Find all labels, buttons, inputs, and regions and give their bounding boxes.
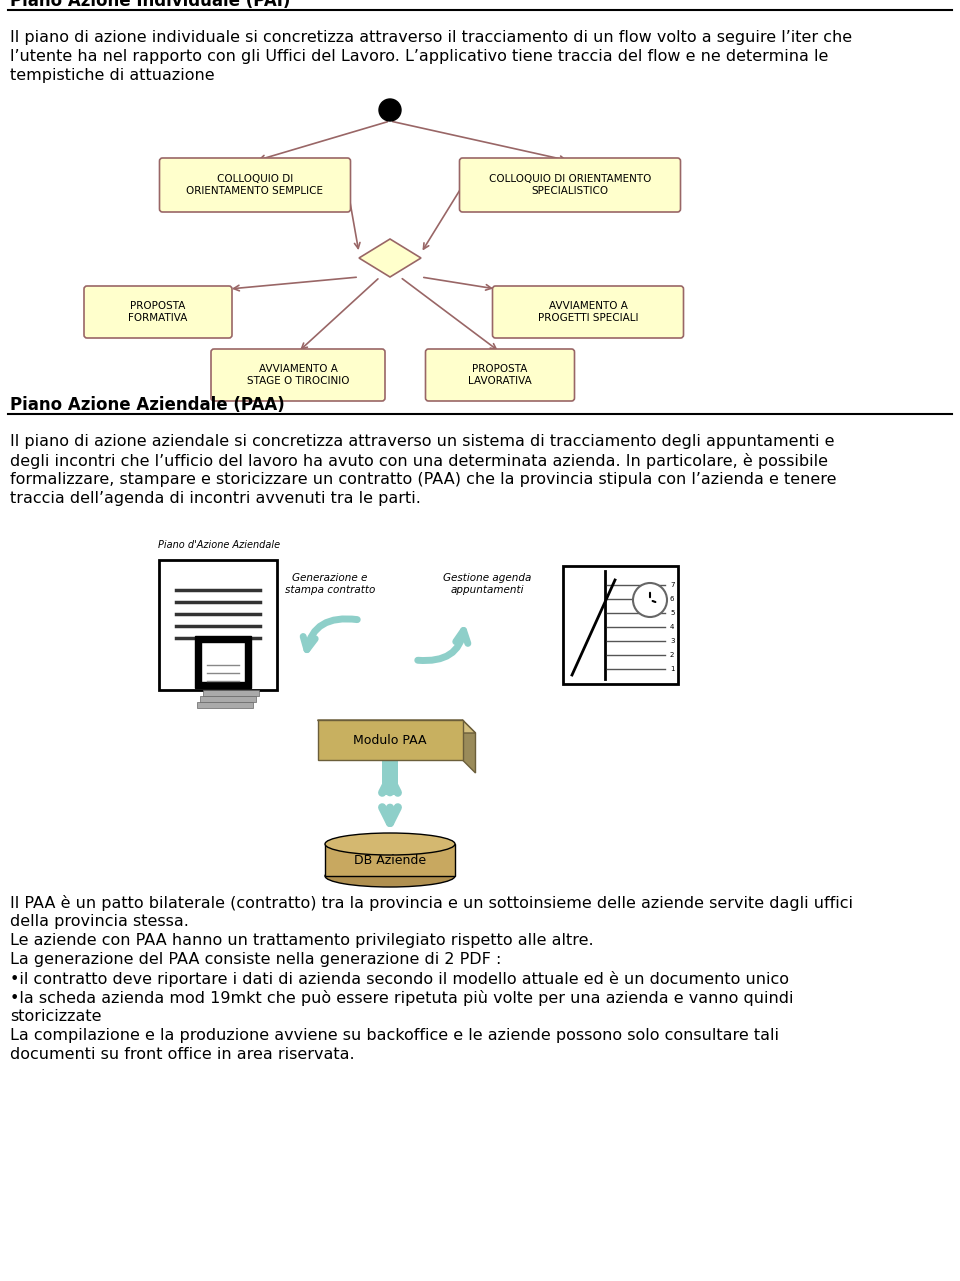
Text: •il contratto deve riportare i dati di azienda secondo il modello attuale ed è u: •il contratto deve riportare i dati di a… (10, 971, 789, 986)
Ellipse shape (325, 865, 455, 886)
Text: formalizzare, stampare e storicizzare un contratto (PAA) che la provincia stipul: formalizzare, stampare e storicizzare un… (10, 471, 836, 487)
FancyBboxPatch shape (382, 749, 398, 796)
Text: La generazione del PAA consiste nella generazione di 2 PDF :: La generazione del PAA consiste nella ge… (10, 952, 501, 967)
Text: PROPOSTA
FORMATIVA: PROPOSTA FORMATIVA (129, 301, 188, 323)
Text: degli incontri che l’ufficio del lavoro ha avuto con una determinata azienda. In: degli incontri che l’ufficio del lavoro … (10, 453, 828, 469)
Text: 2: 2 (670, 652, 674, 658)
Text: Il piano di azione aziendale si concretizza attraverso un sistema di tracciament: Il piano di azione aziendale si concreti… (10, 434, 834, 450)
FancyBboxPatch shape (563, 566, 678, 684)
FancyBboxPatch shape (195, 635, 251, 688)
Text: 6: 6 (670, 596, 675, 602)
Text: COLLOQUIO DI
ORIENTAMENTO SEMPLICE: COLLOQUIO DI ORIENTAMENTO SEMPLICE (186, 174, 324, 196)
Text: COLLOQUIO DI ORIENTAMENTO
SPECIALISTICO: COLLOQUIO DI ORIENTAMENTO SPECIALISTICO (489, 174, 651, 196)
FancyBboxPatch shape (492, 286, 684, 338)
FancyBboxPatch shape (325, 844, 455, 876)
FancyBboxPatch shape (318, 720, 463, 760)
FancyBboxPatch shape (211, 348, 385, 401)
Text: della provincia stessa.: della provincia stessa. (10, 915, 189, 929)
Text: DB Aziende: DB Aziende (354, 853, 426, 866)
FancyBboxPatch shape (200, 696, 256, 702)
Text: 4: 4 (670, 624, 674, 630)
Text: Piano d'Azione Aziendale: Piano d'Azione Aziendale (158, 541, 280, 550)
FancyBboxPatch shape (159, 158, 350, 211)
Circle shape (633, 583, 667, 617)
Text: 1: 1 (670, 666, 675, 673)
Text: PROPOSTA
LAVORATIVA: PROPOSTA LAVORATIVA (468, 364, 532, 386)
Text: Il PAA è un patto bilaterale (contratto) tra la provincia e un sottoinsieme dell: Il PAA è un patto bilaterale (contratto)… (10, 895, 853, 911)
Text: storicizzate: storicizzate (10, 1009, 102, 1024)
FancyBboxPatch shape (201, 642, 245, 681)
Text: AVVIAMENTO A
STAGE O TIROCINIO: AVVIAMENTO A STAGE O TIROCINIO (247, 364, 349, 386)
Text: documenti su front office in area riservata.: documenti su front office in area riserv… (10, 1047, 354, 1062)
Polygon shape (463, 720, 475, 772)
Text: Piano Azione Individuale (PAI): Piano Azione Individuale (PAI) (10, 0, 290, 10)
Text: AVVIAMENTO A
PROGETTI SPECIALI: AVVIAMENTO A PROGETTI SPECIALI (538, 301, 638, 323)
Text: La compilazione e la produzione avviene su backoffice e le aziende possono solo : La compilazione e la produzione avviene … (10, 1027, 779, 1043)
Text: Gestione agenda
appuntamenti: Gestione agenda appuntamenti (443, 573, 531, 596)
Text: Il piano di azione individuale si concretizza attraverso il tracciamento di un f: Il piano di azione individuale si concre… (10, 29, 852, 45)
Text: Generazione e
stampa contratto: Generazione e stampa contratto (285, 573, 375, 596)
Text: Piano Azione Aziendale (PAA): Piano Azione Aziendale (PAA) (10, 396, 285, 414)
Text: •la scheda azienda mod 19mkt che può essere ripetuta più volte per una azienda e: •la scheda azienda mod 19mkt che può ess… (10, 990, 794, 1006)
Circle shape (379, 99, 401, 120)
FancyBboxPatch shape (425, 348, 574, 401)
Text: Modulo PAA: Modulo PAA (353, 734, 427, 747)
FancyBboxPatch shape (84, 286, 232, 338)
Text: 3: 3 (670, 638, 675, 644)
Ellipse shape (325, 833, 455, 854)
Text: 7: 7 (670, 582, 675, 588)
Polygon shape (359, 240, 421, 277)
Text: tempistiche di attuazione: tempistiche di attuazione (10, 68, 215, 83)
Text: l’utente ha nel rapporto con gli Uffici del Lavoro. L’applicativo tiene traccia : l’utente ha nel rapporto con gli Uffici … (10, 49, 828, 64)
Polygon shape (318, 720, 475, 733)
FancyBboxPatch shape (203, 690, 259, 696)
FancyBboxPatch shape (197, 702, 253, 708)
FancyBboxPatch shape (159, 560, 277, 690)
Text: Le aziende con PAA hanno un trattamento privilegiato rispetto alle altre.: Le aziende con PAA hanno un trattamento … (10, 933, 593, 948)
FancyBboxPatch shape (460, 158, 681, 211)
Text: 5: 5 (670, 610, 674, 616)
Text: traccia dell’agenda di incontri avvenuti tra le parti.: traccia dell’agenda di incontri avvenuti… (10, 491, 420, 506)
